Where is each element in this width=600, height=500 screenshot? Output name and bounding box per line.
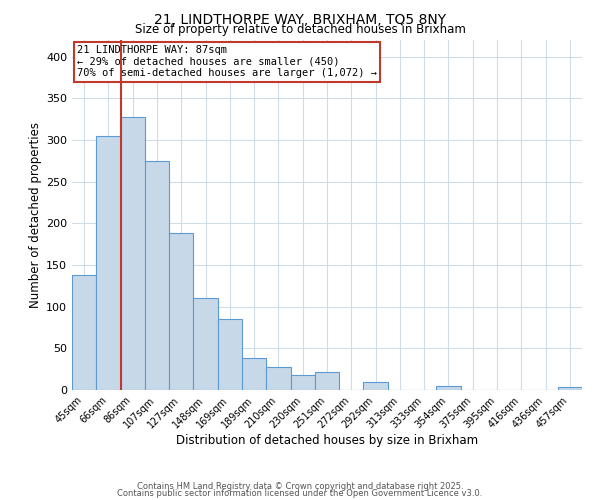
- Bar: [315, 372, 339, 390]
- Bar: [364, 382, 388, 390]
- Bar: [145, 161, 169, 390]
- Y-axis label: Number of detached properties: Number of detached properties: [29, 122, 42, 308]
- Text: Contains HM Land Registry data © Crown copyright and database right 2025.: Contains HM Land Registry data © Crown c…: [137, 482, 463, 491]
- Bar: [193, 298, 218, 390]
- Bar: [169, 234, 193, 390]
- Text: 21 LINDTHORPE WAY: 87sqm
← 29% of detached houses are smaller (450)
70% of semi-: 21 LINDTHORPE WAY: 87sqm ← 29% of detach…: [77, 46, 377, 78]
- Text: 21, LINDTHORPE WAY, BRIXHAM, TQ5 8NY: 21, LINDTHORPE WAY, BRIXHAM, TQ5 8NY: [154, 12, 446, 26]
- Bar: [218, 319, 242, 390]
- X-axis label: Distribution of detached houses by size in Brixham: Distribution of detached houses by size …: [176, 434, 478, 447]
- Bar: [121, 116, 145, 390]
- Bar: [290, 375, 315, 390]
- Text: Size of property relative to detached houses in Brixham: Size of property relative to detached ho…: [134, 24, 466, 36]
- Bar: [558, 386, 582, 390]
- Text: Contains public sector information licensed under the Open Government Licence v3: Contains public sector information licen…: [118, 489, 482, 498]
- Bar: [242, 358, 266, 390]
- Bar: [96, 136, 121, 390]
- Bar: [266, 366, 290, 390]
- Bar: [436, 386, 461, 390]
- Bar: [72, 275, 96, 390]
